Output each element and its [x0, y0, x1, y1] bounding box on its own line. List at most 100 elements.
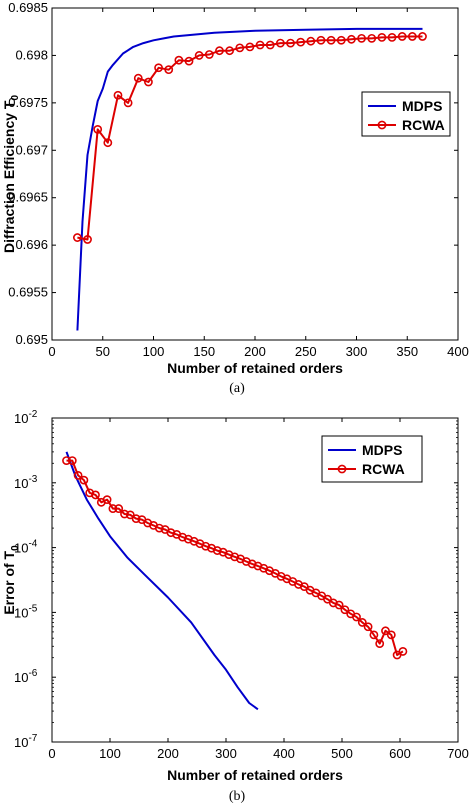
y-tick-exponent: -2 [28, 409, 37, 420]
data-point [154, 523, 164, 533]
series-mdps [65, 451, 259, 711]
series-rcwa [72, 32, 427, 244]
y-tick-mantissa: 10 [14, 541, 28, 556]
y-tick-label: 0.696 [15, 237, 48, 252]
panel-b: 0 100 200 300 400 500 600 70010-710-610-510-410… [1, 409, 469, 804]
series-line-mdps [76, 27, 423, 331]
legend-marker [377, 120, 387, 130]
data-point [114, 504, 124, 513]
y-tick-exponent: -7 [28, 733, 37, 744]
y-tick-label: 0.6955 [8, 285, 48, 300]
data-point [123, 98, 133, 108]
data-point [131, 514, 141, 524]
data-point [286, 38, 295, 48]
series-line-rcwa [66, 459, 404, 656]
y-tick-mantissa: 10 [14, 605, 28, 620]
data-point [336, 35, 346, 45]
y-tick-exponent: -6 [28, 668, 37, 679]
data-point [79, 475, 89, 485]
legend: MDPS RCWA [321, 435, 423, 483]
y-tick-label: 10-6 [14, 668, 38, 685]
data-point [334, 600, 344, 610]
data-point [120, 509, 129, 519]
y-axis-label: Error of T0 [1, 545, 21, 615]
data-point [204, 50, 214, 59]
y-tick-label: 0.695 [15, 332, 48, 347]
x-tick-label: 250 [295, 344, 317, 359]
y-axis-label-text: Diffraction Efficiency T [1, 100, 17, 253]
x-tick-label: 0 [48, 746, 55, 761]
data-point [357, 618, 367, 627]
panel-caption: (b) [229, 789, 246, 804]
data-point [397, 32, 407, 41]
y-tick-label: 10-2 [14, 409, 38, 426]
y-tick-exponent: -4 [28, 539, 37, 550]
data-point [367, 33, 377, 43]
data-point [418, 32, 427, 41]
data-point [108, 504, 118, 513]
data-point [352, 612, 361, 622]
legend-label: RCWA [362, 461, 405, 477]
x-axis-label: Number of retained orders [167, 767, 343, 783]
plot-frame [51, 7, 459, 341]
data-point [72, 233, 82, 242]
x-tick-label: 200 [157, 746, 179, 761]
data-point [184, 56, 194, 66]
x-tick-label: 400 [273, 746, 295, 761]
data-point [316, 35, 326, 45]
data-point [144, 77, 153, 87]
legend-label: RCWA [402, 117, 445, 133]
data-point [377, 33, 387, 42]
data-point [275, 38, 285, 48]
y-tick-label: 0.697 [15, 142, 48, 157]
y-tick-label: 0.6985 [8, 0, 48, 15]
panel-a: 0 50 100 150 200 250 300 350 400 0.695 0.6955 0.696… [1, 0, 469, 396]
data-point [194, 51, 204, 60]
data-point [166, 528, 176, 538]
y-tick-label: 0.6965 [8, 190, 48, 205]
data-point [386, 630, 396, 640]
data-point [201, 541, 211, 551]
x-tick-label: 300 [346, 344, 368, 359]
data-point [381, 626, 390, 636]
x-axis-label: Number of retained orders [167, 360, 343, 376]
legend: MDPS RCWA [361, 91, 451, 137]
x-tick-label: 300 [215, 746, 237, 761]
data-point [154, 63, 163, 73]
x-tick-label: 200 [244, 344, 266, 359]
data-point [255, 40, 265, 50]
y-tick-label: 0.6975 [8, 95, 48, 110]
y-tick-exponent: -5 [28, 603, 37, 614]
data-point [212, 546, 222, 555]
legend-marker [337, 464, 347, 474]
y-axis-label-text: Error of T [1, 550, 17, 614]
legend-label: MDPS [362, 442, 402, 458]
x-tick-label: 100 [99, 746, 121, 761]
data-point [93, 125, 103, 134]
legend-box [361, 91, 451, 137]
data-point [103, 138, 113, 148]
y-tick-label: 10-4 [14, 539, 38, 556]
y-tick-exponent: -3 [28, 474, 37, 485]
data-point [347, 34, 356, 44]
data-point [102, 495, 112, 505]
y-axis-label-subscript: 0 [10, 545, 21, 551]
data-point [407, 32, 417, 41]
legend-box [321, 435, 423, 483]
data-point [398, 647, 408, 656]
data-point [91, 490, 100, 500]
data-point [62, 456, 71, 466]
series-line-mdps [65, 451, 259, 711]
data-point [164, 65, 174, 75]
data-point [296, 37, 306, 47]
data-point [387, 33, 397, 42]
x-tick-label: 700 [447, 746, 469, 761]
data-point [235, 43, 245, 53]
series-rcwa [62, 456, 408, 660]
data-point [340, 605, 350, 615]
data-point [245, 42, 255, 52]
x-tick-label: 0 [48, 344, 55, 359]
x-tick-label: 500 [331, 746, 353, 761]
x-tick-label: 100 [143, 344, 165, 359]
y-tick-mantissa: 10 [14, 670, 28, 685]
